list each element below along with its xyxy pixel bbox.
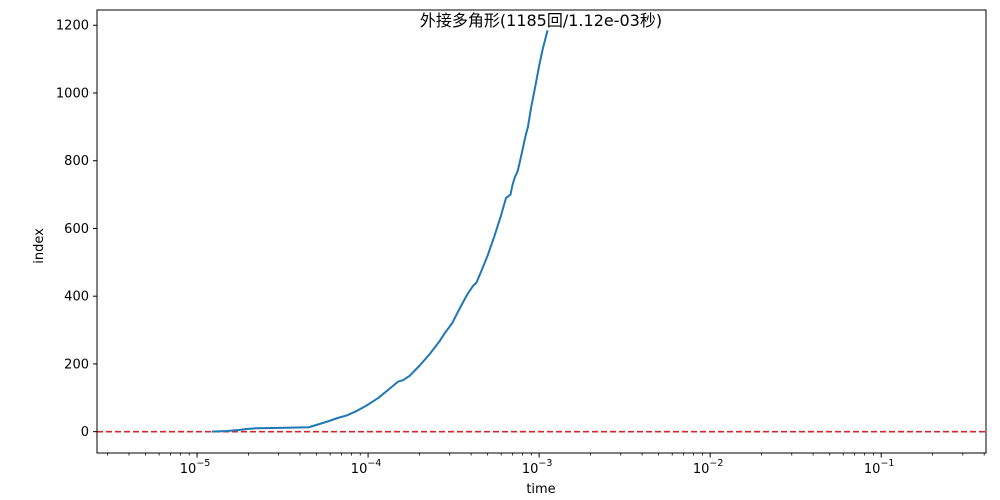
x-tick-label: 10−3 [522, 458, 553, 477]
y-tick-label: 0 [81, 425, 89, 440]
x-tick-label: 10−5 [180, 458, 211, 477]
x-tick-base: 10 [351, 462, 368, 477]
y-tick-label: 800 [64, 154, 89, 169]
y-tick-label: 1200 [56, 19, 89, 34]
x-tick-label: 10−2 [693, 458, 724, 477]
x-tick-base: 10 [180, 462, 197, 477]
x-tick-exponent: −3 [538, 458, 552, 469]
x-tick-exponent: −2 [709, 458, 723, 469]
x-tick-label: 10−1 [864, 458, 895, 477]
x-axis-label: time [526, 482, 555, 497]
x-tick-exponent: −1 [880, 458, 894, 469]
plot-frame [96, 9, 987, 454]
x-tick-base: 10 [693, 462, 710, 477]
x-tick-base: 10 [864, 462, 881, 477]
x-tick-label: 10−4 [351, 458, 382, 477]
x-tick-exponent: −4 [367, 458, 381, 469]
x-tick-exponent: −5 [196, 458, 210, 469]
y-axis-label: index [32, 228, 47, 264]
chart-title: 外接多角形(1185回/1.12e-03秒) [420, 11, 662, 30]
y-axis-ticks: 0 200 400 600 800 1000 1200 [56, 19, 97, 440]
y-tick-label: 1000 [56, 86, 89, 101]
y-tick-label: 400 [64, 290, 89, 305]
x-axis-ticks: 10−5 10−4 10−3 10−2 10−1 [107, 453, 985, 477]
x-tick-base: 10 [522, 462, 539, 477]
y-tick-label: 200 [64, 357, 89, 372]
y-tick-label: 600 [64, 222, 89, 237]
series-line [211, 30, 549, 433]
